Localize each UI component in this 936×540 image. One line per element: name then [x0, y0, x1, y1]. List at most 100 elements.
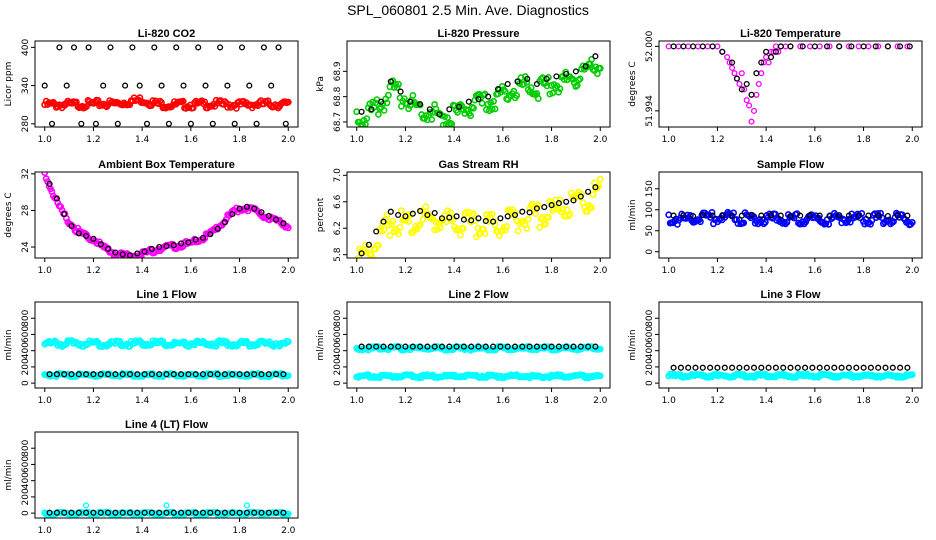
data-point	[758, 59, 765, 66]
x-axis: 1.0 1.2 1.4 1.6 1.8 2.0	[662, 258, 920, 276]
y-axis-label: Licor ppm	[4, 62, 14, 107]
y-tick-label: 51.994	[645, 95, 655, 127]
data-point	[75, 371, 82, 378]
data-point	[468, 343, 475, 350]
data-point	[894, 212, 901, 219]
data-point	[156, 509, 163, 516]
series-line-2-b	[353, 371, 604, 382]
data-point	[280, 371, 287, 378]
data-point	[738, 70, 745, 77]
data-point	[426, 106, 433, 113]
data-point	[119, 509, 126, 516]
data-point	[378, 98, 385, 105]
x-tick-label: 1.6	[184, 266, 199, 276]
data-point	[675, 43, 682, 50]
data-point	[585, 343, 592, 350]
data-point	[707, 364, 714, 371]
data-point	[497, 215, 504, 222]
y-axis-label: ml/min	[316, 329, 326, 360]
data-point	[374, 241, 382, 249]
data-point	[199, 236, 207, 244]
data-point	[41, 82, 48, 89]
x-tick-label: 2.0	[905, 266, 920, 276]
data-point	[884, 212, 891, 220]
data-point	[61, 211, 68, 218]
panel-l1: Line 1 Flow 1.0 1.2 1.4 1.6 1.8 2.0 0 2004006008…	[4, 289, 299, 406]
data-point	[221, 219, 228, 226]
y-tick-label: 5.8	[333, 247, 343, 262]
data-point	[763, 54, 770, 61]
data-point	[875, 212, 882, 219]
x-tick-label: 2.0	[593, 135, 608, 145]
x-tick-label: 1.4	[135, 396, 150, 406]
panel-title: Line 1 Flow	[137, 289, 197, 301]
x-axis: 1.0 1.2 1.4 1.6 1.8 2.0	[350, 388, 608, 406]
data-point	[738, 212, 745, 219]
data-point	[416, 221, 424, 229]
y-axis-label: ml/min	[628, 329, 638, 360]
data-point	[192, 371, 199, 378]
data-point	[61, 509, 68, 516]
data-point	[556, 196, 564, 204]
data-point	[845, 212, 852, 219]
x-tick-label: 1.8	[232, 266, 247, 276]
data-point	[838, 364, 845, 371]
data-point	[680, 43, 687, 50]
data-point	[755, 80, 762, 88]
data-point	[143, 120, 151, 127]
data-point	[780, 364, 787, 371]
data-point	[882, 364, 889, 371]
data-point	[178, 371, 185, 378]
data-point	[148, 245, 155, 252]
data-point	[524, 75, 531, 82]
data-point	[107, 44, 114, 51]
data-point	[417, 101, 424, 108]
data-point	[390, 84, 398, 91]
y-tick-label: 400	[21, 342, 31, 359]
y-tick-label: 800	[333, 309, 343, 326]
data-point	[748, 118, 755, 125]
data-point	[41, 172, 49, 176]
data-point	[545, 213, 552, 221]
data-point	[772, 43, 779, 50]
panel-l3: Line 3 Flow 1.0 1.2 1.4 1.6 1.8 2.0 0 2004006008…	[628, 289, 923, 406]
x-tick-label: 1.4	[447, 396, 462, 406]
data-point	[563, 70, 570, 77]
data-point	[112, 509, 119, 516]
data-point	[524, 215, 532, 223]
data-point	[760, 220, 768, 228]
data-point	[865, 212, 872, 219]
data-point	[596, 372, 604, 380]
data-point	[504, 80, 511, 88]
data-point	[534, 201, 542, 209]
data-point	[825, 220, 833, 228]
data-point	[156, 371, 163, 378]
data-point	[855, 212, 862, 220]
data-point	[845, 364, 852, 371]
x-axis: 1.0 1.2 1.4 1.6 1.8 2.0	[38, 258, 296, 276]
y-axis: 68.7 68.8 68.9	[333, 61, 347, 132]
data-point	[534, 95, 542, 102]
panel-title: Line 3 Flow	[761, 289, 821, 301]
data-point	[134, 509, 141, 516]
data-point	[503, 222, 510, 230]
data-point	[105, 245, 112, 252]
data-point	[594, 70, 601, 78]
data-point	[889, 364, 896, 371]
data-point	[904, 43, 911, 50]
y-axis-label: degrees C	[4, 192, 14, 237]
x-tick-label: 1.4	[447, 266, 462, 276]
plot-area	[665, 364, 916, 381]
data-point	[588, 55, 595, 63]
plot-area	[41, 337, 292, 380]
x-tick-label: 1.8	[856, 266, 871, 276]
data-point	[90, 371, 97, 378]
data-point	[777, 212, 784, 219]
x-tick-label: 1.8	[232, 396, 247, 406]
data-point	[497, 343, 504, 350]
plot-area	[41, 44, 292, 127]
data-point	[83, 509, 90, 516]
data-point	[563, 206, 571, 214]
data-point	[845, 43, 852, 50]
data-point	[402, 343, 409, 350]
